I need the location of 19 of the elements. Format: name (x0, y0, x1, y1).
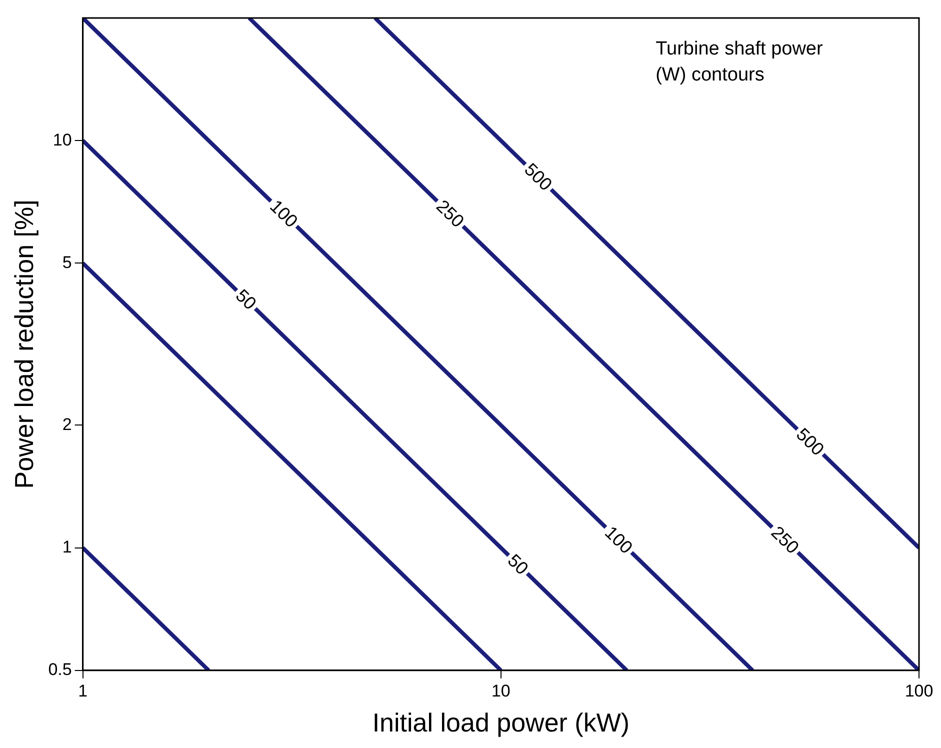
text: 50 (504, 550, 532, 579)
text: 250 (432, 196, 468, 232)
y-tick-label: 10 (52, 130, 72, 150)
x-tick-label: 100 (904, 681, 934, 700)
text: 50 (232, 285, 260, 314)
annotation: Turbine shaft power (W) contours (656, 38, 824, 86)
text: 500 (520, 159, 556, 195)
text: 500 (792, 424, 828, 460)
y-tick-label: 2 (62, 414, 72, 434)
text: 100 (600, 522, 636, 558)
x-tick-label: 1 (78, 681, 88, 700)
text: 100 (266, 196, 302, 232)
y-tick-label: 0.5 (48, 660, 72, 680)
x-axis-title: Initial load power (kW) (372, 708, 630, 738)
y-tick-label: 1 (62, 538, 72, 556)
y-axis-title: Power load reduction [%] (8, 200, 39, 489)
x-tick-label: 10 (491, 681, 510, 700)
y-tick-label: 5 (62, 252, 72, 272)
text: 250 (767, 522, 803, 558)
